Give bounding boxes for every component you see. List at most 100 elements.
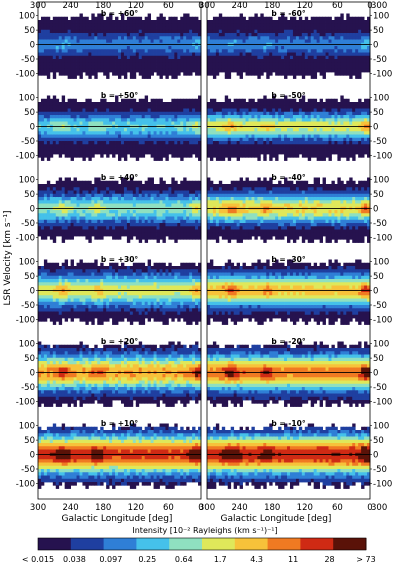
heatmap-cell [337,68,341,73]
heatmap-cell [159,157,163,161]
heatmap-cell [352,72,356,76]
heatmap-cell [289,121,294,126]
heatmap-cell [162,23,166,27]
heatmap-cell [322,144,326,148]
heatmap-cell [67,29,71,34]
heatmap-cell [328,23,332,27]
heatmap-cell [118,226,122,230]
heatmap-cell [298,23,303,27]
heatmap-cell [183,26,187,31]
heatmap-cell [257,65,261,70]
heatmap-cell [180,141,184,145]
heatmap-cell [212,33,217,37]
heatmap-cell [198,49,202,53]
heatmap-cell [115,226,119,230]
heatmap-cell [263,137,267,142]
heatmap-cell [269,16,273,21]
heatmap-cell [180,59,184,63]
heatmap-cell [281,121,285,126]
heatmap-cell [236,36,240,40]
heatmap-cell [316,118,321,122]
heatmap-cell [352,154,356,158]
heatmap-cell [58,229,63,234]
heatmap-cell [79,59,83,63]
heatmap-cell [278,65,282,70]
heatmap-cell [236,55,240,60]
heatmap-cell [242,29,246,34]
heatmap-cell [103,187,107,191]
heatmap-cell [215,62,220,66]
heatmap-cell [91,200,95,204]
heatmap-cell [346,33,350,37]
heatmap-cell [70,219,74,224]
heatmap-cell [242,20,246,24]
heatmap-cell [198,203,202,208]
heatmap-cell [115,121,119,126]
heatmap-cell [230,26,235,31]
heatmap-cell [138,59,143,63]
heatmap-cell [301,121,306,126]
heatmap-cell [138,144,143,148]
heatmap-cell [159,39,163,44]
heatmap-cell [100,193,104,198]
heatmap-cell [322,118,326,122]
heatmap-cell [112,26,116,31]
heatmap-cell [337,46,341,50]
heatmap-cell [328,65,332,70]
heatmap-cell [215,46,220,50]
heatmap-cell [313,65,318,70]
heatmap-cell [109,68,113,73]
heatmap-cell [150,223,154,227]
heatmap-cell [325,121,329,126]
heatmap-cell [272,23,276,27]
heatmap-cell [55,216,60,221]
heatmap-cell [218,137,223,142]
heatmap-cell [64,197,69,201]
heatmap-cell [340,118,344,122]
heatmap-cell [183,147,187,152]
heatmap-cell [230,128,235,132]
heatmap-cell [67,62,71,66]
heatmap-cell [159,193,163,198]
heatmap-cell [109,141,113,145]
heatmap-cell [310,72,315,76]
heatmap-cell [73,59,77,63]
heatmap-cell [284,72,288,76]
heatmap-cell [64,213,69,217]
heatmap-cell [132,33,137,37]
heatmap-cell [64,150,69,155]
heatmap-cell [88,226,92,230]
heatmap-cell [64,184,69,188]
heatmap-cell [307,121,312,126]
heatmap-cell [52,39,57,44]
heatmap-cell [180,144,184,148]
heatmap-cell [325,33,329,37]
heatmap-cell [61,33,66,37]
heatmap-cell [76,226,80,230]
heatmap-cell [340,23,344,27]
heatmap-cell [91,111,95,116]
heatmap-cell [358,52,362,57]
heatmap-cell [64,55,69,60]
heatmap-cell [76,105,80,109]
heatmap-cell [52,197,57,201]
panel-title: b = +40° [101,173,139,182]
heatmap-cell [165,26,169,31]
heatmap-cell [58,128,63,132]
heatmap-cell [118,150,122,155]
heatmap-cell [52,62,57,66]
heatmap-cell [174,59,178,63]
heatmap-cell [52,239,57,243]
heatmap-cell [85,203,89,208]
heatmap-cell [159,65,163,70]
heatmap-cell [162,219,166,224]
heatmap-cell [278,128,282,132]
heatmap-cell [91,72,95,76]
heatmap-cell [138,180,143,185]
heatmap-cell [224,105,229,109]
heatmap-cell [132,105,137,109]
heatmap-cell [313,128,318,132]
heatmap-cell [215,72,220,76]
heatmap-cell [307,26,312,31]
heatmap-cell [287,102,291,106]
